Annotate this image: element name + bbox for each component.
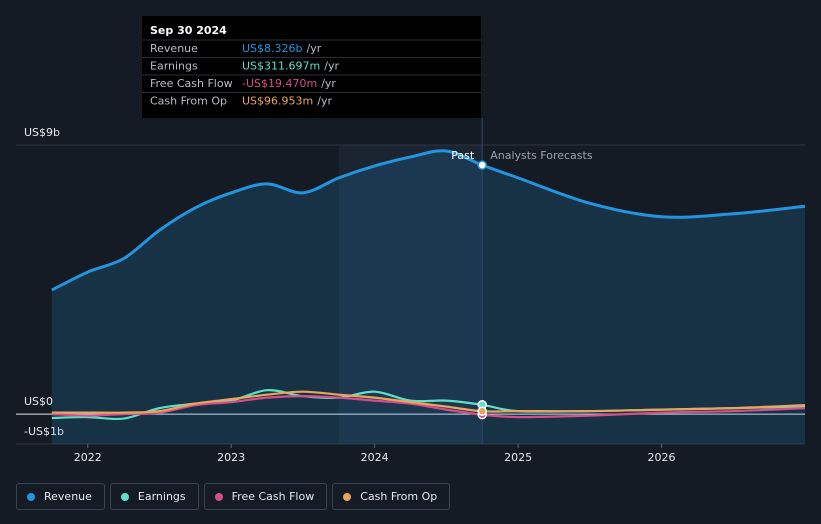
y-tick-label: US$0 [24,395,53,408]
y-tick-label: -US$1b [24,425,64,438]
y-tick-label: US$9b [24,126,60,139]
tooltip-value-text: US$8.326b [242,42,303,55]
legend-swatch [343,492,352,501]
series-line [51,395,806,419]
tooltip-value-text: US$311.697m [242,60,320,73]
tooltip-value: US$8.326b/yr [242,42,322,55]
x-tick-label: 2022 [74,451,102,464]
tooltip-value-text: US$96.953m [242,95,313,108]
tooltip-title: Sep 30 2024 [150,24,227,37]
series-line [51,390,806,414]
legend-swatch [120,492,129,501]
tooltip-value: -US$19.470m/yr [242,77,336,90]
tooltip-label: Free Cash Flow [150,77,233,90]
tooltip-value: US$311.697m/yr [242,60,339,73]
legend-item[interactable]: Free Cash Flow [203,483,328,510]
point-marker [477,406,487,416]
highlight-band [338,145,483,444]
x-tick-label: 2024 [361,451,389,464]
tooltip-unit: /yr [317,95,332,108]
x-tick-label: 2023 [217,451,245,464]
series-line [51,149,806,292]
legend-swatch [27,492,35,501]
forecast-label: Analysts Forecasts [490,149,593,162]
area [51,150,805,444]
legend-item[interactable]: Earnings [109,483,199,510]
chart: US$9b US$0 -US$1b 2022 2023 2024 2025 2026 Past A… [16,16,806,464]
x-tick-label: 2025 [504,451,532,464]
past-label: Past [451,149,475,162]
legend-label: Free Cash Flow [231,490,315,503]
tooltip-label: Earnings [150,60,198,73]
legend-label: Earnings [137,490,186,503]
legend: Revenue Earnings Free Cash Flow Cash From O… [16,483,451,510]
tooltip-label: Cash From Op [150,95,227,108]
legend-label: Cash From Op [360,490,438,503]
tooltip-box [142,16,481,118]
legend-swatch [214,492,223,501]
tooltip-value: US$96.953m/yr [242,95,332,108]
legend-item[interactable]: Cash From Op [332,483,451,510]
tooltip-value-text: -US$19.470m [242,77,317,90]
point-marker [477,160,487,170]
legend-item[interactable]: Revenue [16,483,105,510]
tooltip-unit: /yr [324,60,339,73]
legend-label: Revenue [44,490,92,503]
tooltip-unit: /yr [321,77,336,90]
x-tick-label: 2026 [648,451,676,464]
tooltip-label: Revenue [150,42,198,55]
tooltip-unit: /yr [307,42,322,55]
